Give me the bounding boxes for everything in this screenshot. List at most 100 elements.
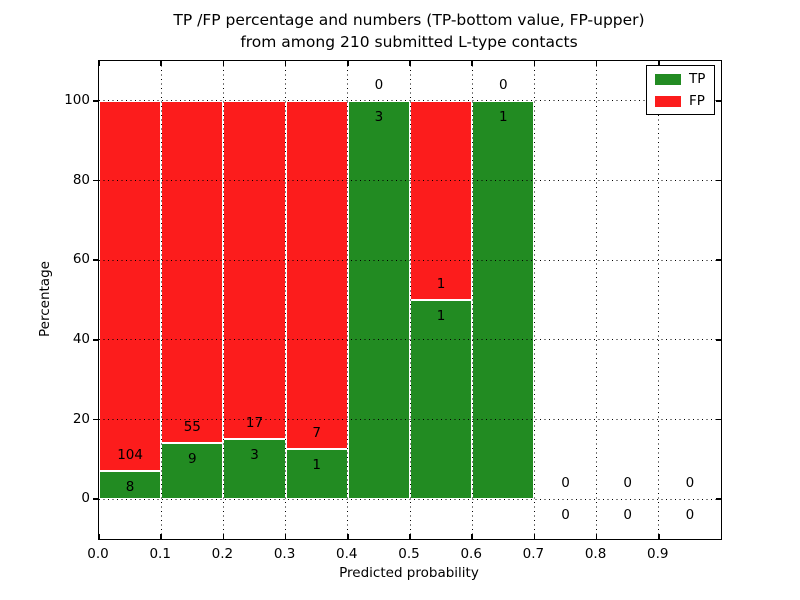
y-tick-right (716, 339, 721, 341)
x-tick-bottom (533, 534, 536, 539)
grid-line-v (658, 61, 660, 539)
x-tick-label: 0.6 (460, 546, 482, 562)
bar-tp-segment (410, 300, 473, 500)
x-tick-label: 0.8 (584, 546, 607, 562)
y-tick-right (716, 498, 721, 500)
annotation-fp-count: 0 (374, 76, 384, 93)
y-tick-left (92, 339, 98, 341)
annotation-tp-count: 1 (499, 108, 508, 125)
x-tick-top (409, 61, 411, 66)
grid-line-v (347, 61, 349, 539)
y-tick-right (716, 259, 721, 261)
x-tick-top (658, 61, 660, 66)
annotation-tp-count: 0 (685, 507, 695, 524)
legend-row-tp: TP (655, 72, 705, 86)
chart-title: TP /FP percentage and numbers (TP-bottom… (173, 11, 645, 51)
x-tick-top (595, 61, 598, 66)
annotation-fp-count: 55 (183, 419, 201, 436)
annotation-tp-count: 1 (312, 457, 321, 474)
x-tick-label: 0.2 (211, 546, 234, 562)
bar-tp-segment (161, 443, 224, 500)
x-tick-top (471, 61, 473, 66)
grid-line-v (160, 61, 162, 539)
grid-line-v (533, 61, 535, 539)
bar-fp-segment (223, 100, 286, 440)
y-tick-label: 80 (72, 171, 90, 188)
y-axis-label: Percentage (37, 261, 53, 337)
annotation-fp-count: 0 (685, 475, 695, 492)
y-tick-left (92, 100, 98, 102)
y-tick-right (716, 100, 721, 102)
annotation-fp-count: 0 (561, 475, 570, 492)
grid-line-v (471, 61, 473, 539)
grid-line-v (596, 61, 598, 539)
grid-line-v (222, 61, 224, 539)
legend-label-fp: FP (689, 93, 705, 109)
x-tick-bottom (98, 534, 100, 539)
x-tick-bottom (347, 534, 349, 539)
y-tick-label: 40 (72, 330, 90, 347)
grid-line-v (285, 61, 287, 539)
annotation-fp-count: 7 (312, 425, 321, 442)
bar-tp-segment (99, 470, 162, 500)
x-tick-label: 0.7 (522, 546, 545, 562)
x-tick-bottom (409, 534, 411, 539)
legend-swatch-fp (655, 95, 681, 107)
y-tick-label: 0 (81, 490, 90, 507)
y-tick-label: 100 (64, 91, 90, 108)
x-tick-top (98, 61, 100, 66)
annotation-fp-count: 17 (245, 415, 264, 432)
x-tick-bottom (658, 534, 660, 539)
annotation-tp-count: 0 (561, 507, 570, 524)
x-tick-bottom (471, 534, 473, 539)
y-tick-right (716, 179, 721, 182)
plot-area: 104 8 55 9 17 3 7 1 0 3 1 1 0 1 0 0 0 0 0 0 (92, 60, 722, 540)
x-tick-label: 0.3 (273, 546, 296, 562)
y-tick-left (92, 259, 98, 261)
y-tick-right (716, 418, 721, 421)
bar-fp-segment (99, 100, 162, 471)
x-tick-bottom (595, 534, 598, 539)
annotation-tp-count: 9 (188, 451, 197, 468)
legend-label-tp: TP (689, 71, 706, 87)
x-tick-label: 0.4 (336, 546, 358, 562)
x-tick-top (160, 61, 162, 66)
x-tick-label: 0.1 (149, 546, 171, 562)
y-tick-left (92, 418, 98, 421)
bar-tp-segment (472, 100, 535, 500)
annotation-fp-count: 0 (499, 76, 508, 93)
annotation-fp-count: 1 (436, 276, 446, 293)
annotation-tp-count: 3 (250, 447, 259, 464)
y-tick-left (92, 179, 98, 182)
x-tick-bottom (222, 534, 225, 539)
x-tick-top (533, 61, 536, 66)
legend: TP FP (646, 65, 716, 115)
x-tick-top (284, 61, 287, 66)
bar-fp-segment (285, 100, 348, 450)
x-tick-top (347, 61, 349, 66)
annotation-fp-count: 104 (117, 446, 143, 463)
annotation-tp-count: 0 (623, 507, 632, 524)
grid-line-v (409, 61, 411, 539)
bar-fp-segment (161, 100, 224, 444)
bar-tp-segment (347, 100, 410, 500)
y-tick-left (92, 498, 98, 500)
x-tick-label: 0.9 (647, 546, 669, 562)
x-tick-label: 0.5 (398, 546, 420, 562)
bar-fp-segment (410, 100, 473, 300)
y-tick-label: 20 (72, 410, 90, 427)
annotation-tp-count: 3 (374, 108, 384, 125)
x-tick-bottom (284, 534, 287, 539)
y-tick-label: 60 (72, 251, 90, 268)
x-tick-bottom (160, 534, 162, 539)
legend-row-fp: FP (655, 94, 705, 108)
annotation-tp-count: 1 (436, 307, 446, 324)
x-tick-label: 0.0 (87, 546, 109, 562)
x-axis-label: Predicted probability (339, 565, 479, 581)
x-tick-top (222, 61, 225, 66)
bar-tp-segment (285, 449, 348, 500)
annotation-fp-count: 0 (623, 475, 632, 492)
annotation-tp-count: 8 (125, 478, 135, 495)
legend-swatch-tp (655, 73, 681, 85)
